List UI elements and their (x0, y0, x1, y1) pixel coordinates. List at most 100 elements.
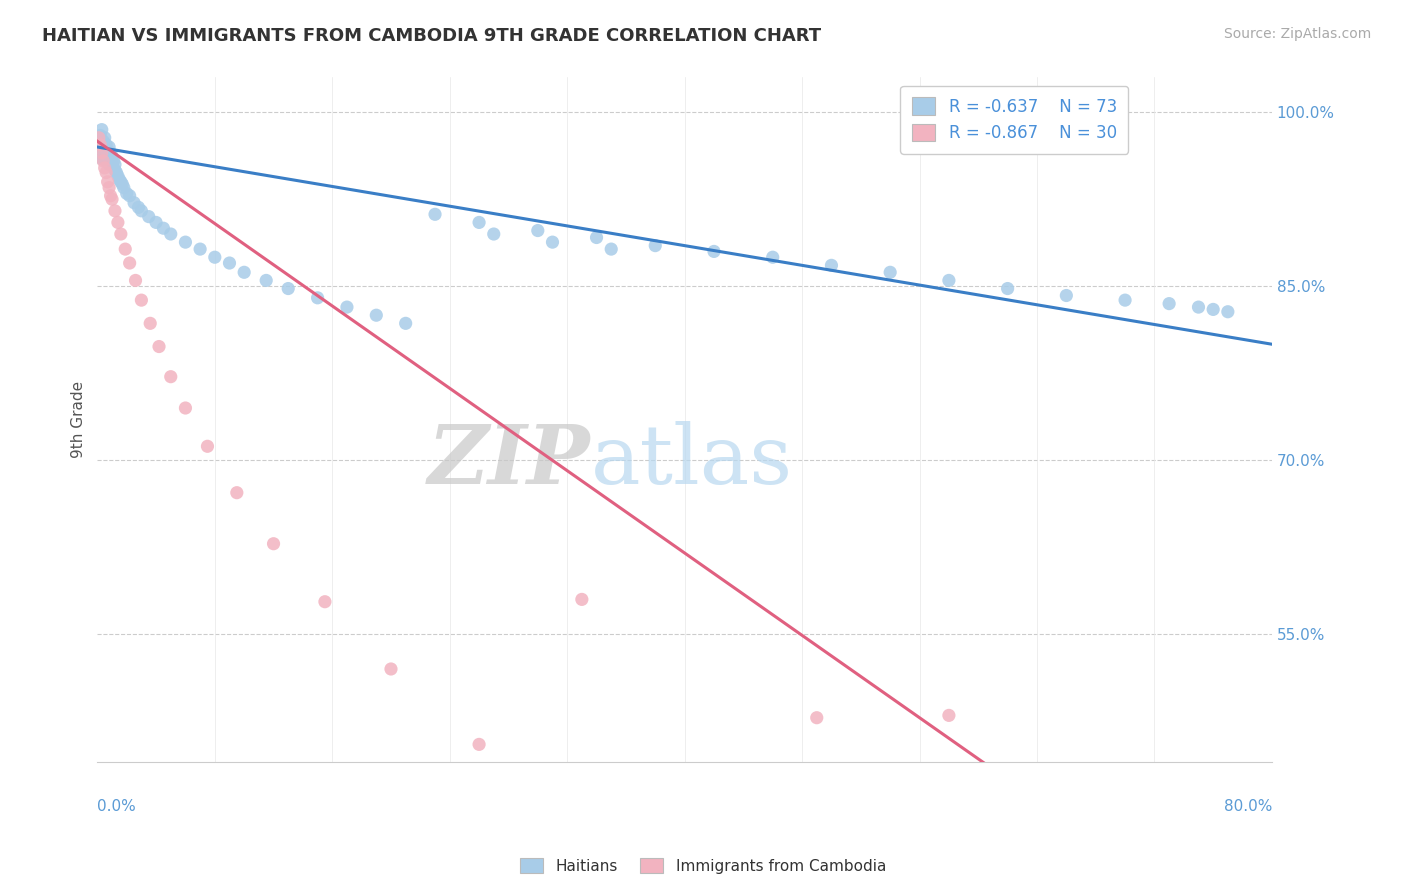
Point (98, 157, 121, 171)
Point (93, 140, 115, 154)
Point (87, 134, 110, 148)
Point (277, 281, 299, 295)
Point (100, 188, 122, 202)
Point (938, 273, 960, 287)
Point (96, 145, 118, 160)
Point (197, 439, 219, 453)
Point (254, 273, 277, 287)
Point (938, 708, 960, 723)
Point (600, 242, 623, 256)
Point (366, 308, 388, 322)
Point (96, 165, 118, 179)
Point (110, 175, 132, 189)
Point (314, 595, 336, 609)
Point (90, 122, 112, 136)
Point (762, 250, 785, 264)
Legend: R = -0.637    N = 73, R = -0.867    N = 30: R = -0.637 N = 73, R = -0.867 N = 30 (900, 86, 1129, 153)
Point (423, 207, 446, 221)
Point (111, 177, 134, 191)
Point (91, 134, 114, 148)
Point (97, 152, 120, 166)
Point (97, 144, 120, 158)
Point (98, 180, 121, 194)
Point (89, 142, 111, 156)
Point (90, 152, 112, 166)
Point (105, 165, 128, 179)
Point (879, 265, 901, 279)
Point (131, 203, 153, 218)
Point (107, 215, 129, 229)
Point (541, 235, 564, 249)
Point (820, 258, 842, 272)
Point (806, 711, 828, 725)
Point (101, 157, 124, 171)
Point (114, 242, 136, 256)
Point (110, 227, 132, 241)
Point (100, 153, 122, 168)
Point (100, 145, 122, 160)
Point (307, 291, 329, 305)
Point (585, 230, 607, 244)
Point (159, 227, 181, 241)
Point (108, 172, 131, 186)
Point (98, 140, 121, 154)
Point (101, 192, 124, 206)
Point (233, 265, 256, 279)
Point (124, 273, 146, 287)
Point (148, 339, 170, 353)
Point (571, 592, 593, 607)
Point (118, 256, 141, 270)
Point (115, 186, 138, 201)
Point (118, 188, 141, 202)
Text: ZIP: ZIP (427, 421, 591, 500)
Point (90, 145, 112, 160)
Point (1216, 304, 1239, 318)
Point (468, 738, 491, 752)
Point (468, 215, 491, 229)
Point (93, 130, 115, 145)
Point (104, 203, 127, 218)
Text: Source: ZipAtlas.com: Source: ZipAtlas.com (1223, 27, 1371, 41)
Point (97, 175, 120, 189)
Point (87, 130, 110, 145)
Point (101, 149, 124, 163)
Point (91, 153, 114, 168)
Point (152, 221, 174, 235)
Point (1114, 293, 1136, 307)
Point (103, 153, 125, 168)
Point (91, 142, 114, 156)
Text: HAITIAN VS IMMIGRANTS FROM CAMBODIA 9TH GRADE CORRELATION CHART: HAITIAN VS IMMIGRANTS FROM CAMBODIA 9TH … (42, 27, 821, 45)
Y-axis label: 9th Grade: 9th Grade (72, 381, 86, 458)
Point (703, 244, 725, 259)
Point (98, 149, 121, 163)
Point (139, 316, 162, 330)
Point (395, 316, 418, 330)
Point (107, 169, 129, 183)
Point (145, 215, 167, 229)
Point (89, 137, 111, 152)
Point (1159, 296, 1181, 310)
Point (482, 227, 505, 241)
Point (997, 281, 1019, 295)
Point (644, 238, 666, 252)
Point (225, 485, 247, 500)
Text: 80.0%: 80.0% (1223, 799, 1272, 814)
Point (91, 152, 114, 166)
Point (336, 300, 359, 314)
Point (174, 235, 197, 249)
Point (218, 256, 240, 270)
Point (1187, 300, 1209, 314)
Point (380, 662, 402, 676)
Point (188, 242, 211, 256)
Point (89, 128, 111, 143)
Point (127, 200, 149, 214)
Point (90, 137, 112, 152)
Point (1054, 288, 1077, 302)
Text: atlas: atlas (591, 421, 793, 500)
Point (96, 137, 118, 152)
Point (174, 401, 197, 415)
Point (131, 293, 153, 307)
Point (159, 369, 181, 384)
Point (104, 157, 127, 171)
Point (1202, 302, 1225, 317)
